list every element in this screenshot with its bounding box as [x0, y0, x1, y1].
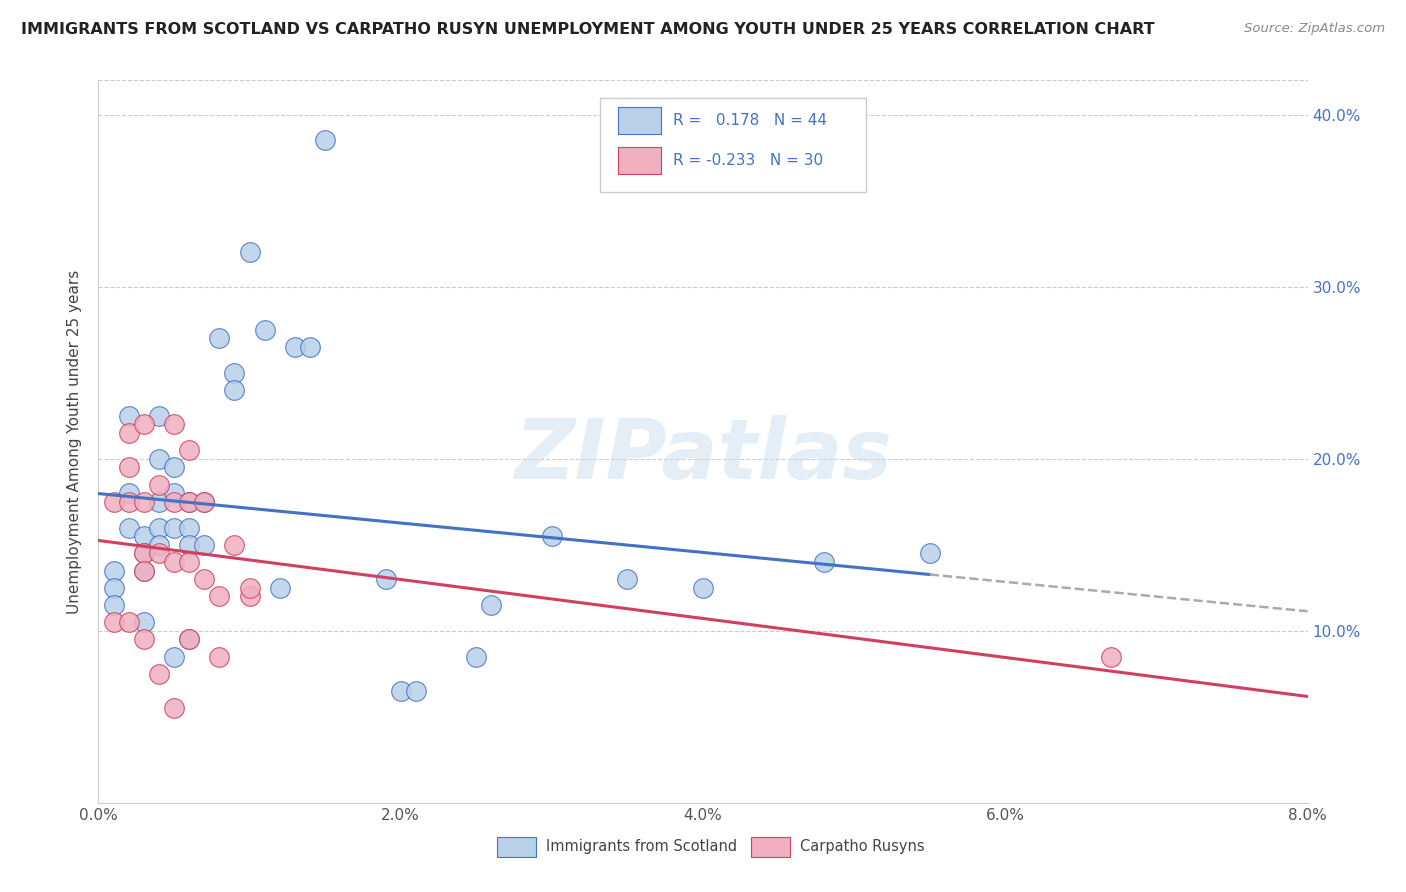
Point — [132, 529, 155, 543]
Point — [163, 701, 186, 715]
Text: R = -0.233   N = 30: R = -0.233 N = 30 — [672, 153, 823, 168]
Point — [132, 632, 155, 647]
Point — [163, 520, 186, 534]
Point — [103, 494, 125, 508]
Point — [239, 245, 262, 260]
Point — [208, 649, 231, 664]
Point — [179, 632, 201, 647]
Point — [163, 649, 186, 664]
Point — [179, 494, 201, 508]
Point — [179, 632, 201, 647]
Text: IMMIGRANTS FROM SCOTLAND VS CARPATHO RUSYN UNEMPLOYMENT AMONG YOUTH UNDER 25 YEA: IMMIGRANTS FROM SCOTLAND VS CARPATHO RUS… — [21, 22, 1154, 37]
Point — [918, 546, 941, 560]
Point — [1099, 649, 1122, 664]
Text: Carpatho Rusyns: Carpatho Rusyns — [800, 838, 924, 854]
Point — [118, 520, 141, 534]
Point — [193, 572, 215, 586]
Point — [103, 615, 125, 630]
Point — [148, 520, 170, 534]
Point — [132, 494, 155, 508]
Point — [179, 555, 201, 569]
Point — [389, 684, 412, 698]
Point — [132, 615, 155, 630]
Point — [299, 340, 322, 354]
Y-axis label: Unemployment Among Youth under 25 years: Unemployment Among Youth under 25 years — [67, 269, 83, 614]
Point — [405, 684, 427, 698]
Point — [118, 425, 141, 440]
Point — [193, 494, 215, 508]
Point — [239, 581, 262, 595]
Point — [118, 486, 141, 500]
Point — [148, 477, 170, 491]
Point — [132, 417, 155, 432]
Point — [103, 598, 125, 612]
Point — [103, 564, 125, 578]
Point — [148, 494, 170, 508]
Point — [148, 451, 170, 466]
FancyBboxPatch shape — [619, 107, 661, 135]
Point — [481, 598, 503, 612]
Point — [269, 581, 291, 595]
Text: R =   0.178   N = 44: R = 0.178 N = 44 — [672, 113, 827, 128]
FancyBboxPatch shape — [498, 837, 536, 857]
Point — [208, 590, 231, 604]
Point — [118, 460, 141, 475]
Text: ZIPatlas: ZIPatlas — [515, 416, 891, 497]
Point — [163, 486, 186, 500]
Point — [224, 383, 246, 397]
Point — [179, 494, 201, 508]
Point — [616, 572, 638, 586]
Point — [103, 581, 125, 595]
Point — [465, 649, 488, 664]
Point — [118, 615, 141, 630]
Point — [193, 538, 215, 552]
Point — [132, 564, 155, 578]
Point — [148, 666, 170, 681]
Text: Source: ZipAtlas.com: Source: ZipAtlas.com — [1244, 22, 1385, 36]
Point — [224, 366, 246, 380]
Point — [179, 443, 201, 458]
Point — [540, 529, 562, 543]
Point — [148, 546, 170, 560]
FancyBboxPatch shape — [619, 147, 661, 174]
Point — [179, 538, 201, 552]
Point — [132, 546, 155, 560]
Point — [374, 572, 396, 586]
FancyBboxPatch shape — [751, 837, 790, 857]
Point — [148, 538, 170, 552]
Point — [284, 340, 307, 354]
Point — [239, 590, 262, 604]
Point — [253, 323, 276, 337]
FancyBboxPatch shape — [600, 98, 866, 193]
Point — [813, 555, 835, 569]
Point — [179, 520, 201, 534]
Point — [148, 409, 170, 423]
Point — [314, 133, 336, 147]
Point — [163, 460, 186, 475]
Point — [118, 409, 141, 423]
Point — [118, 494, 141, 508]
Point — [692, 581, 714, 595]
Point — [208, 331, 231, 345]
Point — [132, 564, 155, 578]
Point — [163, 417, 186, 432]
Point — [224, 538, 246, 552]
Point — [132, 546, 155, 560]
Point — [193, 494, 215, 508]
Point — [163, 494, 186, 508]
Point — [163, 555, 186, 569]
Text: Immigrants from Scotland: Immigrants from Scotland — [546, 838, 737, 854]
